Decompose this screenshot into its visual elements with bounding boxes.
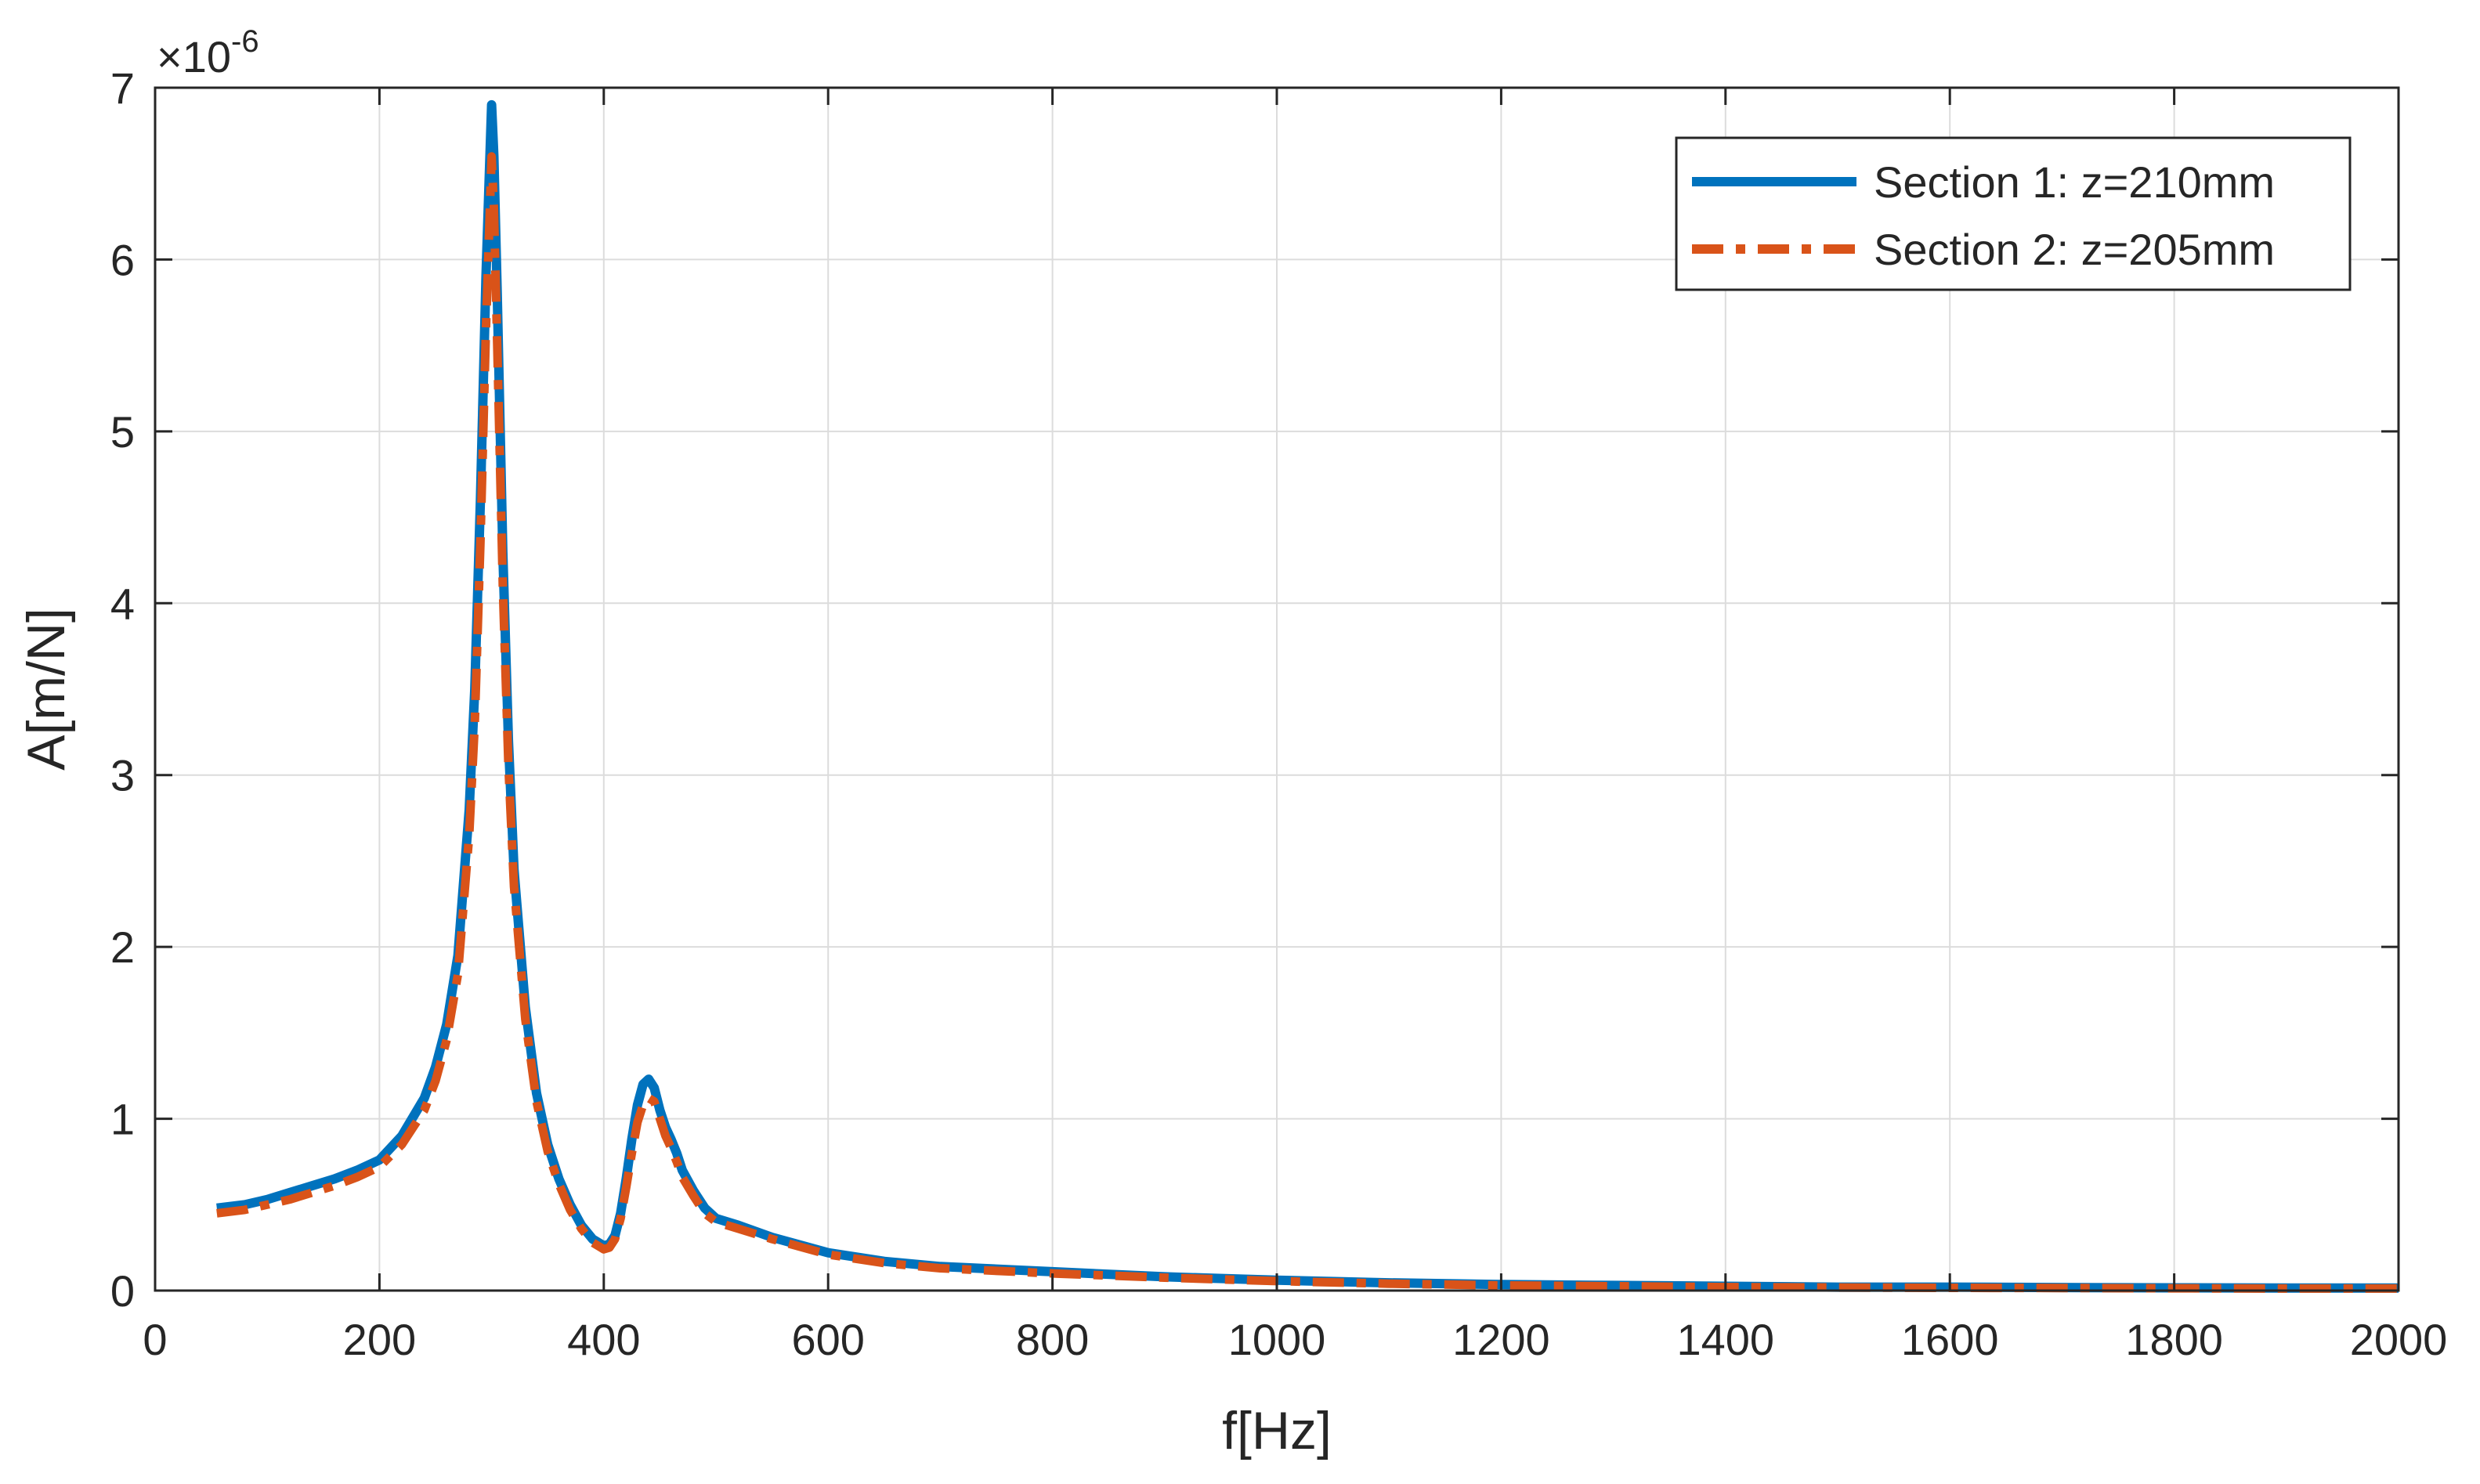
x-tick-label: 1200 [1452, 1315, 1550, 1364]
y-tick-label: 5 [110, 407, 135, 457]
legend-label-section-2: Section 2: z=205mm [1874, 225, 2275, 274]
series-layer [216, 99, 2399, 1293]
legend-label-section-1: Section 1: z=210mm [1874, 157, 2275, 207]
tick-marks [154, 86, 2400, 1292]
y-tick-label: 2 [110, 923, 135, 972]
x-tick-label: 1000 [1228, 1315, 1326, 1364]
y-tick-label: 6 [110, 235, 135, 284]
x-tick-label: 800 [1016, 1315, 1089, 1364]
legend-box [1675, 136, 2352, 291]
y-tick-label: 1 [110, 1095, 135, 1144]
x-tick-label: 200 [343, 1315, 416, 1364]
y-axis-title: A[m/N] [16, 608, 76, 771]
y-exponent-label: ×10-6 [157, 24, 259, 81]
series-line-section-2 [216, 152, 2399, 1293]
x-tick-label: 1600 [1901, 1315, 1999, 1364]
x-tick-label: 2000 [2350, 1315, 2448, 1364]
y-tick-label: 3 [110, 751, 135, 800]
y-tick-label: 4 [110, 579, 135, 628]
x-tick-label: 1400 [1677, 1315, 1775, 1364]
x-tick-label: 0 [143, 1315, 167, 1364]
y-tick-label: 7 [110, 63, 135, 113]
y-tick-label: 0 [110, 1266, 135, 1316]
x-tick-label: 600 [791, 1315, 864, 1364]
legend: Section 1: z=210mm Section 2: z=205mm [1675, 136, 2352, 291]
y-multiplier: ×10 [157, 32, 231, 81]
x-axis-title: f[Hz] [1222, 1401, 1332, 1461]
y-tick-labels: 0 1 2 3 4 5 6 7 [110, 63, 135, 1316]
x-tick-label: 1800 [2125, 1315, 2223, 1364]
x-tick-label: 400 [567, 1315, 640, 1364]
y-exponent: -6 [231, 24, 259, 59]
x-tick-labels: 0 200 400 600 800 1000 1200 1400 1600 1800 2000 [143, 1315, 2447, 1364]
